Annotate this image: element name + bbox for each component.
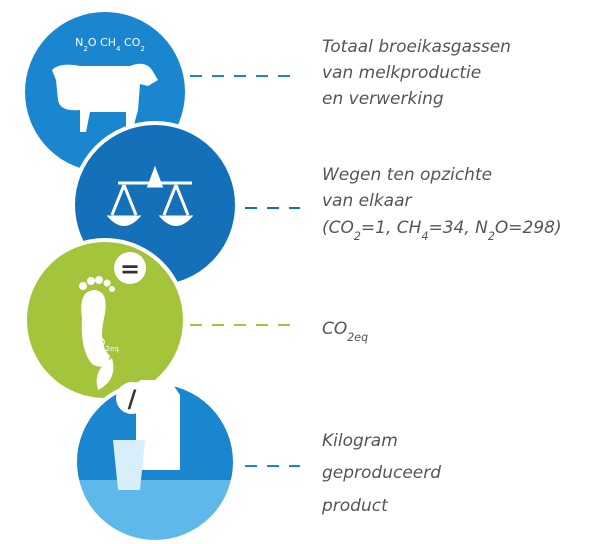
description: van melkproductie <box>322 63 481 83</box>
text-part: =34, N <box>428 218 488 238</box>
description: van elkaar <box>322 191 413 211</box>
description: en verwerking <box>322 89 444 109</box>
text-part: CO <box>322 319 347 339</box>
text-part: Kilogram <box>322 431 398 451</box>
description: Kilogram <box>322 431 398 451</box>
description: CO2eq <box>322 319 368 344</box>
subscript: 2eq <box>105 344 118 353</box>
text-part: en verwerking <box>322 89 444 109</box>
description: geproduceerd <box>322 463 441 483</box>
text-part: geproduceerd <box>322 463 441 483</box>
description: (CO2=1, CH4=34, N2O=298) <box>322 218 562 243</box>
subscript: 2 <box>140 44 145 53</box>
subscript: 2eq <box>347 331 368 344</box>
description: Totaal broeikasgassen <box>322 37 511 57</box>
operator: = <box>120 255 140 283</box>
infographic: = / N2O CH4 CO2 CO2eq Totaal broeikasgas… <box>0 0 595 544</box>
text-part: van melkproductie <box>322 63 481 83</box>
text-part: Totaal broeikasgassen <box>322 37 511 57</box>
text-part: O=298) <box>495 218 562 238</box>
text-part: product <box>321 496 389 516</box>
subscript: 4 <box>421 230 428 243</box>
text-part: CO <box>89 336 106 349</box>
text-part: van elkaar <box>322 191 413 211</box>
subscript: 2 <box>488 230 495 243</box>
subscript: 2 <box>354 230 361 243</box>
text-part: (CO <box>322 218 354 238</box>
text-part: =1, CH <box>361 218 422 238</box>
text-part: Wegen ten opzichte <box>322 165 492 185</box>
description: product <box>321 496 389 516</box>
text-part: CO <box>121 36 141 49</box>
operator: / <box>128 385 137 413</box>
text-part: N <box>75 36 83 49</box>
text-part: O CH <box>88 36 116 49</box>
description: Wegen ten opzichte <box>322 165 492 185</box>
